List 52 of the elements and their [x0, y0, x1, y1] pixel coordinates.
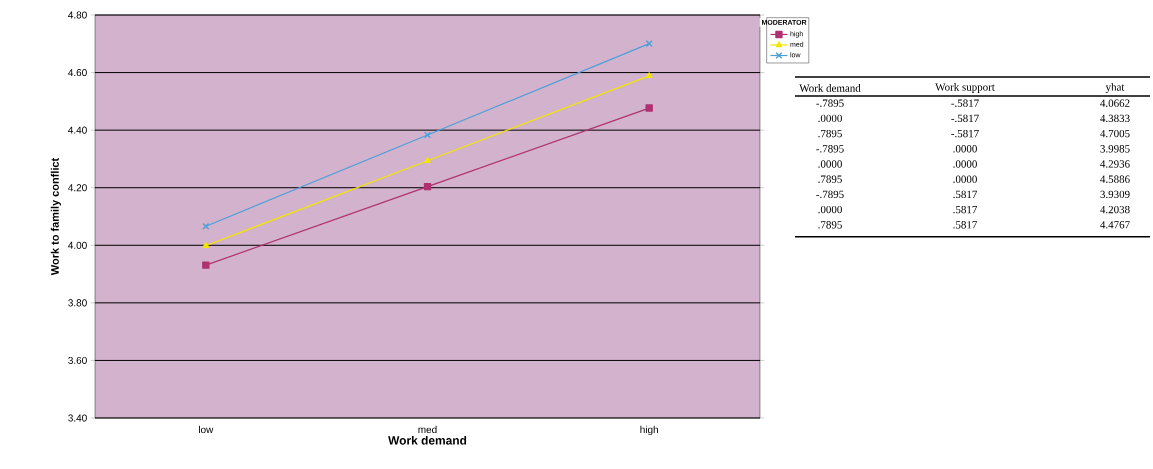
point	[645, 72, 653, 79]
y-tick-label: 3.80	[68, 299, 87, 307]
text: .5817	[953, 221, 978, 229]
text: .0000	[953, 175, 977, 183]
text: -.7895	[816, 190, 844, 199]
text: Work support	[935, 83, 995, 93]
y-tick-label: 3.60	[68, 356, 87, 364]
text: Work demand	[799, 84, 861, 92]
text: 4.7005	[1100, 129, 1130, 138]
text: -.5817	[951, 129, 979, 138]
text: 3.9985	[1100, 145, 1130, 153]
text: .5817	[953, 190, 978, 199]
text: -.5817	[951, 99, 979, 107]
y-tick-label: 4.20	[68, 184, 87, 192]
text: yhat	[1105, 83, 1125, 93]
y-tick-label: 4.40	[68, 126, 87, 134]
text: -.7895	[816, 99, 844, 107]
text: 4.0662	[1100, 99, 1130, 107]
y-tick-label: 4.80	[68, 11, 87, 19]
x-tick-label: low	[199, 425, 214, 434]
x-tick-label: high	[640, 425, 658, 436]
point	[424, 157, 431, 163]
x-axis-title: Work demand	[388, 435, 467, 445]
text: .5817	[953, 205, 978, 214]
point	[423, 182, 432, 191]
text: .7895	[818, 221, 842, 229]
text: 4.5886	[1100, 175, 1130, 183]
y-tick-label: 4.00	[68, 241, 87, 249]
x-tick-label: med	[418, 425, 437, 434]
text: .0000	[953, 160, 977, 168]
text: .7895	[818, 129, 842, 138]
text: -.7895	[816, 145, 844, 153]
point	[202, 242, 210, 248]
point	[645, 40, 653, 48]
text: 4.2038	[1100, 205, 1130, 214]
text: 4.2936	[1100, 160, 1130, 168]
text: .7895	[818, 175, 842, 183]
text: .0000	[818, 114, 842, 123]
text: .0000	[818, 205, 842, 214]
text: .0000	[818, 160, 842, 168]
point	[202, 261, 210, 269]
point	[423, 131, 432, 139]
text: 3.9309	[1100, 190, 1130, 199]
text: .0000	[953, 145, 977, 153]
text: -.5817	[951, 114, 979, 123]
point	[645, 104, 653, 112]
text: 4.4767	[1100, 221, 1130, 229]
y-tick-label: 4.60	[68, 69, 87, 77]
text: 4.3833	[1100, 114, 1130, 123]
point	[202, 222, 210, 230]
y-tick-label: 3.40	[68, 414, 87, 422]
y-axis-title: Work to family conflict	[50, 157, 61, 276]
